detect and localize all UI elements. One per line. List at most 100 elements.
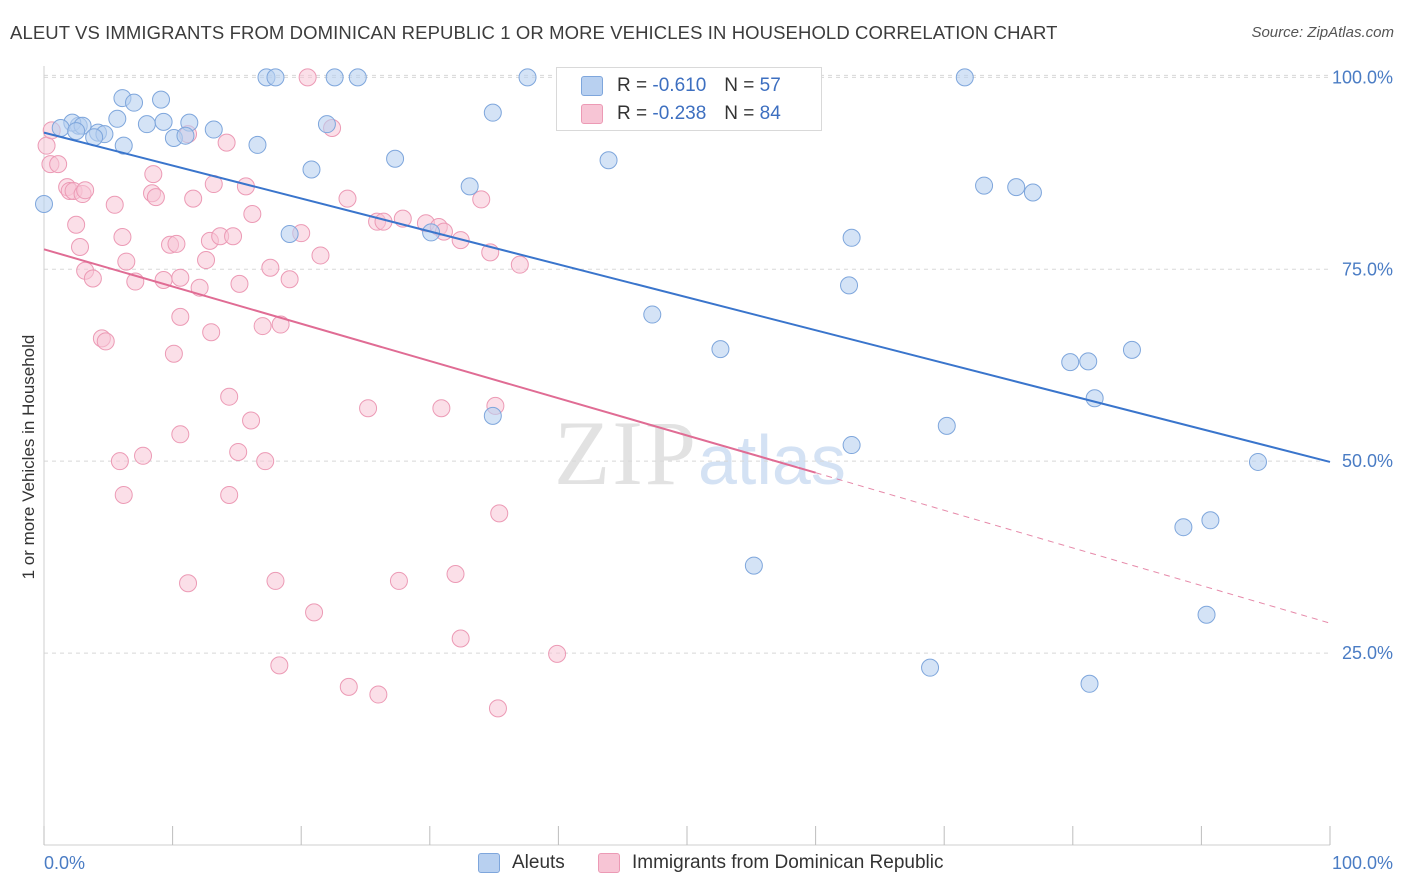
- watermark: ZIPatlas: [554, 400, 846, 506]
- aleut-point: [1061, 353, 1080, 372]
- dominican-point: [510, 255, 529, 274]
- dominican-point: [451, 629, 470, 648]
- watermark-zip: ZIP: [554, 402, 698, 504]
- r-label: R =: [617, 75, 648, 96]
- aleut-point: [35, 195, 53, 214]
- dominican-point: [305, 603, 324, 622]
- dominican-swatch: [581, 104, 603, 124]
- dominican-point: [179, 574, 198, 593]
- aleut-point: [67, 122, 86, 141]
- aleut-point: [1174, 518, 1193, 537]
- aleut-point: [711, 340, 730, 359]
- dominican-trend-extension: [815, 472, 1331, 624]
- dominican-point: [110, 452, 129, 471]
- legend-item-dominican[interactable]: Immigrants from Dominican Republic: [598, 852, 944, 874]
- aleut-point: [744, 556, 763, 575]
- dominican-point: [488, 699, 507, 718]
- dominican-point: [230, 274, 249, 293]
- aleut-point: [599, 151, 618, 170]
- aleut-point: [317, 115, 336, 134]
- dominican-point: [171, 268, 190, 287]
- legend-row-aleut: R = -0.610 N = 57: [581, 73, 781, 99]
- dominican-point: [271, 315, 290, 334]
- aleut-point: [1248, 452, 1267, 471]
- dominican-point: [220, 485, 239, 504]
- dominican-point: [359, 399, 378, 418]
- aleut-point: [483, 406, 502, 425]
- aleut-point: [137, 115, 156, 134]
- x-tick-label: 100.0%: [1332, 853, 1393, 873]
- n-value: 57: [759, 75, 781, 96]
- aleut-point: [204, 120, 223, 139]
- dominican-point: [113, 228, 132, 247]
- aleut-point: [108, 109, 127, 128]
- aleut-point: [51, 119, 70, 138]
- legend-label-aleuts: Aleuts: [512, 852, 565, 873]
- dominican-point: [548, 644, 567, 663]
- aleut-point: [921, 658, 940, 677]
- dominican-point: [256, 452, 275, 471]
- aleut-point: [114, 136, 133, 155]
- aleut-point: [1080, 674, 1099, 693]
- dominican-point: [114, 485, 133, 504]
- dominican-point: [146, 188, 165, 207]
- dominican-point: [171, 425, 190, 444]
- dominican-point: [105, 195, 124, 214]
- dominican-point: [83, 269, 102, 288]
- aleut-point: [1197, 605, 1216, 624]
- dominican-point: [490, 504, 509, 523]
- dominican-point: [338, 189, 357, 208]
- dominican-points: [37, 68, 567, 718]
- aleut-point: [975, 176, 994, 195]
- aleut-point: [152, 90, 171, 109]
- dominican-point: [298, 68, 317, 87]
- dominican-point: [472, 190, 491, 209]
- dominican-point: [432, 399, 451, 418]
- aleut-point: [1122, 340, 1141, 359]
- aleut-point: [1023, 183, 1042, 202]
- dominican-point: [117, 252, 136, 271]
- dominican-point: [49, 155, 68, 174]
- dominican-point: [280, 270, 299, 289]
- dominican-point: [76, 181, 95, 200]
- aleut-point: [483, 103, 502, 122]
- dominican-point: [67, 215, 86, 234]
- x-tick-label: 0.0%: [44, 853, 85, 873]
- aleut-points: [35, 68, 1267, 693]
- aleut-point: [643, 305, 662, 324]
- aleut-point: [248, 135, 267, 154]
- aleut-point: [1007, 178, 1026, 197]
- y-tick-label: 100.0%: [1332, 67, 1393, 87]
- dominican-point: [144, 165, 163, 184]
- legend-item-aleuts[interactable]: Aleuts: [478, 852, 565, 874]
- dominican-point: [339, 677, 358, 696]
- dominican-trend-line: [43, 248, 816, 474]
- dominican-point: [311, 246, 330, 265]
- dominican-point: [220, 387, 239, 406]
- source-label: Source: ZipAtlas.com: [1251, 24, 1394, 41]
- dominican-point: [224, 227, 243, 246]
- dominican-point: [71, 238, 90, 257]
- aleut-point: [386, 149, 405, 168]
- aleut-point: [176, 126, 195, 145]
- series-legend: Aleuts Immigrants from Dominican Republi…: [0, 852, 1406, 878]
- aleut-point: [348, 68, 367, 87]
- aleut-point: [1201, 511, 1220, 530]
- chart-title: ALEUT VS IMMIGRANTS FROM DOMINICAN REPUB…: [10, 22, 1058, 43]
- dominican-point: [197, 251, 216, 270]
- dominican-swatch: [598, 853, 620, 873]
- y-tick-label: 25.0%: [1342, 643, 1393, 663]
- dominican-point: [266, 571, 285, 590]
- aleut-point: [154, 112, 173, 131]
- dominican-point: [184, 189, 203, 208]
- dominican-point: [164, 344, 183, 363]
- legend-label-dominican: Immigrants from Dominican Republic: [632, 852, 944, 873]
- legend-row-dominican: R = -0.238 N = 84: [581, 101, 781, 127]
- aleut-point: [266, 68, 285, 87]
- dominican-point: [167, 234, 186, 253]
- y-tick-label: 75.0%: [1342, 259, 1393, 279]
- aleut-point: [325, 68, 344, 87]
- aleut-point: [1079, 352, 1098, 371]
- dominican-point: [229, 442, 248, 461]
